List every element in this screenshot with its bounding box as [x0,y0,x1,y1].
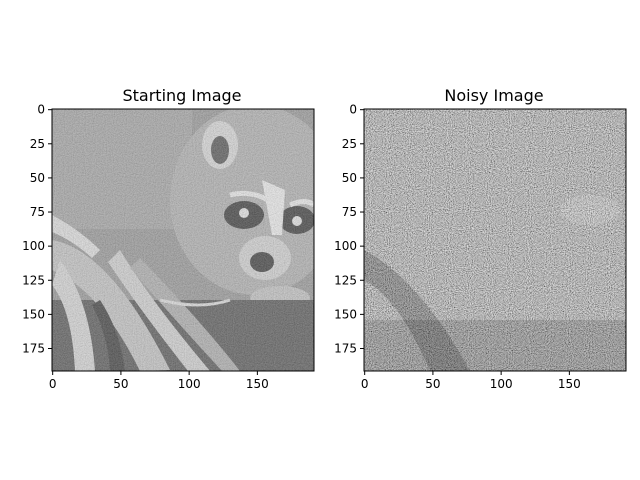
starting-image-ytick-label: 125 [22,273,45,287]
starting-image-xtick-label: 0 [49,377,57,391]
noisy-image-picture [364,109,626,371]
starting-image-xtick-label: 150 [246,377,269,391]
starting-image-axes: Starting Image [22,86,315,391]
noisy-image-ytick-label: 175 [334,341,357,355]
starting-image-ytick-label: 50 [30,171,45,185]
starting-image-xtick-label: 100 [178,377,201,391]
starting-image-ytick-label: 0 [37,103,45,117]
starting-image-ytick-label: 75 [30,205,45,219]
noisy-image-xtick-label: 0 [361,377,369,391]
noisy-image-ytick-label: 25 [342,137,357,151]
noisy-image-frame [363,108,627,372]
noisy-image-xtick-label: 100 [490,377,513,391]
noisy-image-ytick-label: 100 [334,239,357,253]
noisy-image-title: Noisy Image [444,86,543,105]
starting-image-ytick-label: 150 [22,307,45,321]
noisy-image-xtick-label: 50 [425,377,440,391]
starting-image-picture [52,109,314,371]
starting-image-frame [51,108,315,372]
starting-image-ytick-label: 175 [22,341,45,355]
noisy-image-ytick-label: 75 [342,205,357,219]
noisy-image-ytick-label: 0 [349,103,357,117]
noisy-image-xtick-label: 150 [558,377,581,391]
starting-image-title: Starting Image [122,86,241,105]
starting-image-ticks: 0 50 100 150 0 25 50 75 100 125 150 175 [22,103,269,391]
starting-image-ytick-label: 25 [30,137,45,151]
noisy-image-axes: Noisy Image 0 50 100 150 0 25 50 75 100 125 150 175 [334,86,627,391]
starting-image-ytick-label: 100 [22,239,45,253]
noisy-image-ytick-label: 125 [334,273,357,287]
noisy-image-ytick-label: 50 [342,171,357,185]
noisy-image-ytick-label: 150 [334,307,357,321]
noisy-image-ticks: 0 50 100 150 0 25 50 75 100 125 150 175 [334,103,581,391]
starting-image-xtick-label: 50 [113,377,128,391]
